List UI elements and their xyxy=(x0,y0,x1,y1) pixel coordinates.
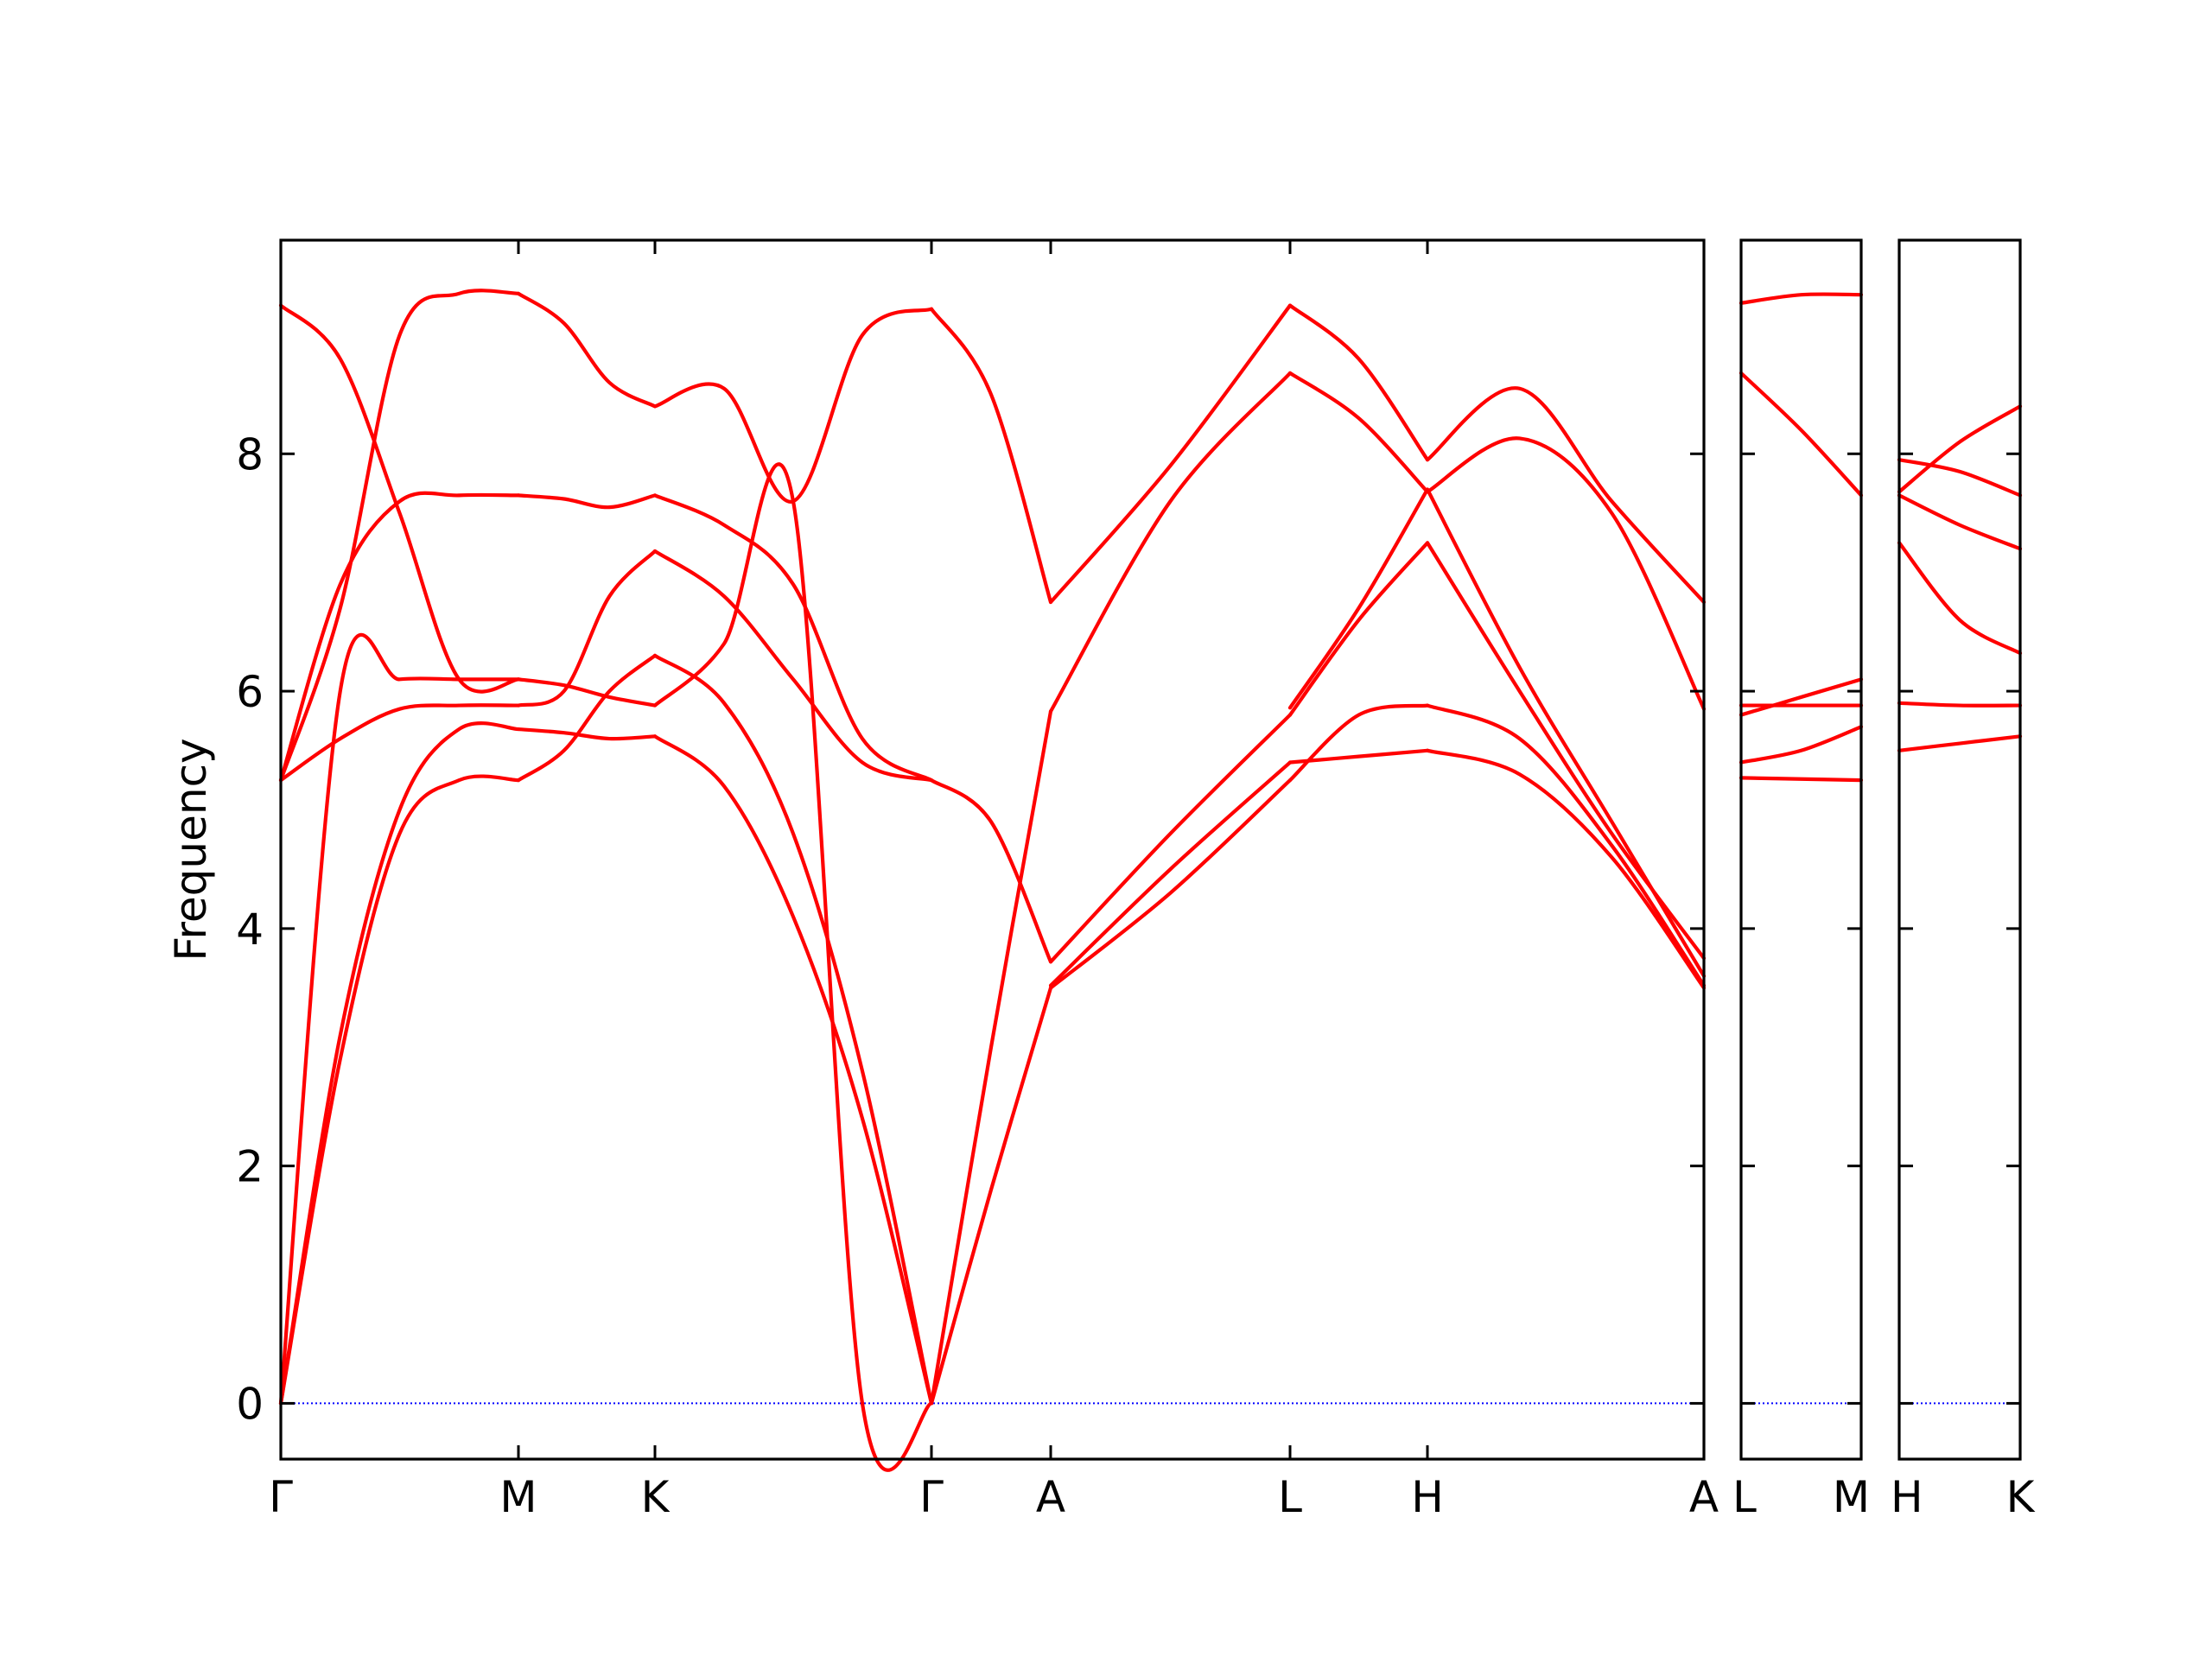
x-tick-label-L-M-1: M xyxy=(1833,1472,1870,1522)
x-tick-label-main-3: Γ xyxy=(919,1472,944,1522)
band-main-A-L-0 xyxy=(1048,778,1293,990)
band-H-K-H-K-5 xyxy=(1897,734,2023,752)
band-main-L-H-0 xyxy=(1287,703,1430,783)
band-main-H-A-3 xyxy=(1425,487,1707,978)
band-main-Γ-M-6 xyxy=(278,632,521,1406)
band-main-Γ-M-3 xyxy=(278,289,521,783)
x-tick-label-main-1: M xyxy=(499,1472,537,1522)
y-axis-label: Frequency xyxy=(166,738,216,961)
band-main-L-H-2 xyxy=(1287,303,1430,462)
band-main-K-Γ-3 xyxy=(652,307,934,504)
band-main-A-L-2 xyxy=(1048,303,1293,605)
band-main-Γ-A-2 xyxy=(929,307,1053,605)
band-main-H-A-5 xyxy=(1425,748,1707,990)
x-tick-label-main-2: K xyxy=(641,1472,671,1522)
x-tick-label-main-0: Γ xyxy=(269,1472,293,1522)
y-tick-label-6: 6 xyxy=(236,667,264,717)
band-H-K-H-K-0 xyxy=(1897,458,2023,498)
band-L-M-L-M-1 xyxy=(1738,371,1864,498)
band-main-A-L-1 xyxy=(1048,713,1293,964)
band-L-M-L-M-2 xyxy=(1738,677,1864,717)
plot-frame-main xyxy=(279,238,1706,1461)
x-tick-label-main-6: H xyxy=(1411,1472,1444,1522)
band-main-Γ-M-2 xyxy=(278,491,521,783)
band-main-M-K-3 xyxy=(516,291,658,409)
band-main-K-Γ-0 xyxy=(652,734,934,1406)
plot-frame-L-M xyxy=(1739,238,1863,1461)
band-main-H-A-1 xyxy=(1425,436,1707,711)
x-tick-label-main-4: A xyxy=(1036,1472,1065,1522)
band-main-Γ-M-1 xyxy=(278,721,521,1406)
y-tick-label-0: 0 xyxy=(236,1379,264,1429)
band-main-L-H-5 xyxy=(1287,487,1430,710)
x-tick-label-H-K-1: K xyxy=(2006,1472,2036,1522)
plot-frame-H-K xyxy=(1897,238,2022,1461)
y-tick-label-8: 8 xyxy=(236,429,264,479)
band-main-K-Γ-1 xyxy=(652,653,934,1406)
band-main-Γ-M-5 xyxy=(278,303,521,694)
band-main-Γ-M-0 xyxy=(278,774,521,1406)
band-main-A-L-4 xyxy=(1048,760,1293,987)
band-main-L-H-1 xyxy=(1287,748,1430,765)
band-main-H-A-2 xyxy=(1425,541,1707,961)
band-main-K-Γ-4 xyxy=(652,549,934,783)
band-main-Γ-A-1 xyxy=(929,709,1053,1406)
band-main-M-K-0 xyxy=(516,653,658,783)
x-tick-label-H-K-0: H xyxy=(1891,1472,1923,1522)
y-tick-label-2: 2 xyxy=(236,1142,264,1192)
band-main-K-Γ-5 xyxy=(652,462,934,1472)
band-main-L-H-4 xyxy=(1287,541,1430,717)
band-L-M-L-M-5 xyxy=(1738,776,1864,783)
band-L-M-L-M-0 xyxy=(1738,292,1864,305)
band-main-Γ-A-3 xyxy=(929,778,1053,964)
x-tick-label-L-M-0: L xyxy=(1732,1472,1757,1522)
band-H-K-H-K-2 xyxy=(1897,493,2023,551)
band-main-Γ-A-0 xyxy=(929,986,1053,1406)
band-main-H-A-0 xyxy=(1425,386,1707,605)
band-main-L-H-3 xyxy=(1287,371,1430,494)
band-H-K-H-K-4 xyxy=(1897,701,2023,708)
band-main-M-K-1 xyxy=(516,727,658,741)
band-main-H-A-4 xyxy=(1425,703,1707,987)
band-main-M-K-2 xyxy=(516,493,658,510)
band-H-K-H-K-3 xyxy=(1897,541,2023,656)
band-main-M-K-4 xyxy=(516,549,658,708)
band-L-M-L-M-4 xyxy=(1738,725,1864,765)
band-main-A-L-3 xyxy=(1048,371,1293,714)
band-main-M-K-5 xyxy=(516,677,658,708)
x-tick-label-main-7: A xyxy=(1689,1472,1719,1522)
band-main-Γ-M-4 xyxy=(278,703,521,783)
y-tick-label-4: 4 xyxy=(236,904,264,955)
x-tick-label-main-5: L xyxy=(1278,1472,1302,1522)
band-main-K-Γ-2 xyxy=(652,493,934,783)
band-H-K-H-K-1 xyxy=(1897,404,2023,494)
